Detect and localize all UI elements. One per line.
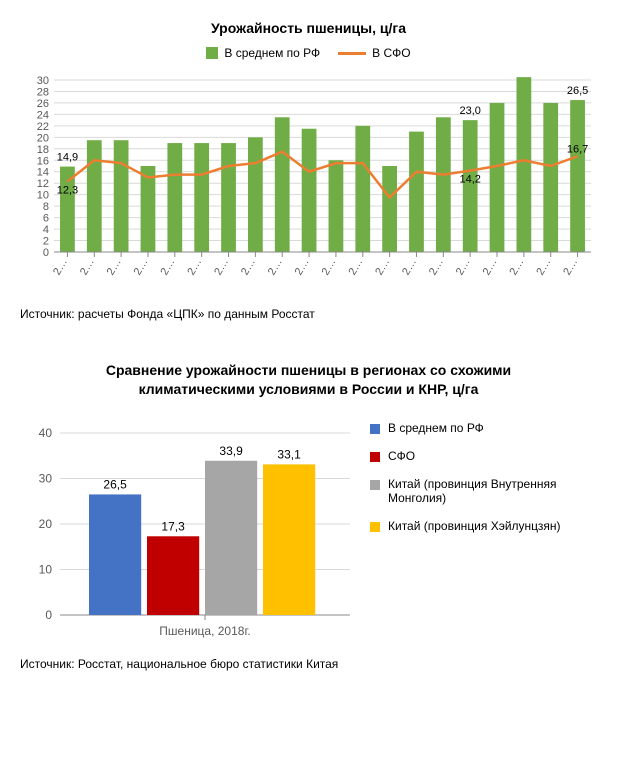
svg-text:6: 6 <box>43 213 49 225</box>
svg-text:Пшеница, 2018г.: Пшеница, 2018г. <box>159 624 250 638</box>
svg-text:26,5: 26,5 <box>103 477 127 491</box>
svg-text:2…: 2… <box>320 257 339 278</box>
chart1-title: Урожайность пшеницы, ц/га <box>20 20 597 36</box>
chart2-svg: 0 10 20 30 40 26,5 17,3 33,9 33,1 Пшеница, 2018г. <box>20 415 360 645</box>
svg-text:2…: 2… <box>561 257 580 278</box>
svg-text:14: 14 <box>37 167 49 179</box>
chart2-legend-label: СФО <box>388 449 415 463</box>
svg-text:24: 24 <box>37 109 49 121</box>
svg-text:20: 20 <box>37 132 49 144</box>
svg-text:2…: 2… <box>239 257 258 278</box>
svg-text:2…: 2… <box>212 257 231 278</box>
svg-text:28: 28 <box>37 86 49 98</box>
svg-text:40: 40 <box>39 426 53 440</box>
svg-text:33,9: 33,9 <box>219 444 243 458</box>
svg-text:4: 4 <box>43 224 49 236</box>
legend-swatch-icon <box>370 480 380 490</box>
chart2-legend-item: СФО <box>370 449 597 463</box>
svg-text:20: 20 <box>39 517 53 531</box>
chart1-legend-bar-label: В среднем по РФ <box>224 46 320 60</box>
svg-text:2…: 2… <box>373 257 392 278</box>
svg-text:16,7: 16,7 <box>567 143 588 155</box>
svg-text:2…: 2… <box>78 257 97 278</box>
chart1-legend-line-label: В СФО <box>372 46 410 60</box>
svg-text:0: 0 <box>45 608 52 622</box>
svg-text:26,5: 26,5 <box>567 85 588 97</box>
svg-text:2: 2 <box>43 236 49 248</box>
chart1-svg: 0246810121416182022242628302…2…2…2…2…2…2… <box>20 70 597 290</box>
svg-text:2…: 2… <box>132 257 151 278</box>
chart2-legend-item: В среднем по РФ <box>370 421 597 435</box>
svg-text:2…: 2… <box>266 257 285 278</box>
chart1-source: Источник: расчеты Фонда «ЦПК» по данным … <box>20 307 597 321</box>
svg-text:14,9: 14,9 <box>57 152 78 164</box>
legend-swatch-icon <box>370 452 380 462</box>
svg-text:10: 10 <box>39 562 53 576</box>
chart2-legend-item: Китай (провинция Внутренняя Монголия) <box>370 477 597 505</box>
svg-text:2…: 2… <box>51 257 70 278</box>
svg-text:2…: 2… <box>454 257 473 278</box>
svg-text:17,3: 17,3 <box>161 519 185 533</box>
chart2-source: Источник: Росстат, национальное бюро ста… <box>20 657 597 671</box>
svg-text:2…: 2… <box>105 257 124 278</box>
svg-text:2…: 2… <box>481 257 500 278</box>
svg-text:26: 26 <box>37 98 49 110</box>
svg-text:2…: 2… <box>508 257 527 278</box>
svg-text:2…: 2… <box>185 257 204 278</box>
svg-text:30: 30 <box>39 471 53 485</box>
chart1-plot: 0246810121416182022242628302…2…2…2…2…2…2… <box>20 70 597 295</box>
svg-text:2…: 2… <box>427 257 446 278</box>
svg-text:14,2: 14,2 <box>459 174 480 186</box>
svg-text:0: 0 <box>43 247 49 259</box>
svg-text:18: 18 <box>37 144 49 156</box>
svg-text:2…: 2… <box>293 257 312 278</box>
legend-swatch-icon <box>370 424 380 434</box>
chart2-legend-label: Китай (провинция Хэйлунцзян) <box>388 519 561 533</box>
chart1-container: Урожайность пшеницы, ц/га В среднем по Р… <box>20 20 597 321</box>
svg-text:33,1: 33,1 <box>277 447 301 461</box>
chart2-legend-item: Китай (провинция Хэйлунцзян) <box>370 519 597 533</box>
bar-swatch-icon <box>206 47 218 59</box>
svg-text:2…: 2… <box>400 257 419 278</box>
line-swatch-icon <box>338 52 366 55</box>
chart2-legend-label: В среднем по РФ <box>388 421 484 435</box>
svg-text:12: 12 <box>37 178 49 190</box>
svg-text:10: 10 <box>37 190 49 202</box>
svg-text:8: 8 <box>43 201 49 213</box>
svg-text:30: 30 <box>37 75 49 87</box>
svg-text:16: 16 <box>37 155 49 167</box>
svg-text:2…: 2… <box>346 257 365 278</box>
chart2-legend: В среднем по РФ СФО Китай (провинция Внутр… <box>370 415 597 547</box>
legend-swatch-icon <box>370 522 380 532</box>
svg-text:2…: 2… <box>158 257 177 278</box>
chart2-title: Сравнение урожайности пшеницы в регионах… <box>99 361 519 399</box>
svg-text:23,0: 23,0 <box>459 105 480 117</box>
svg-text:12,3: 12,3 <box>57 184 78 196</box>
svg-text:2…: 2… <box>534 257 553 278</box>
chart1-legend: В среднем по РФ В СФО <box>20 46 597 60</box>
chart2-container: Сравнение урожайности пшеницы в регионах… <box>20 361 597 671</box>
chart1-legend-line: В СФО <box>338 46 410 60</box>
chart2-legend-label: Китай (провинция Внутренняя Монголия) <box>388 477 597 505</box>
svg-text:22: 22 <box>37 121 49 133</box>
chart1-legend-bar: В среднем по РФ <box>206 46 320 60</box>
